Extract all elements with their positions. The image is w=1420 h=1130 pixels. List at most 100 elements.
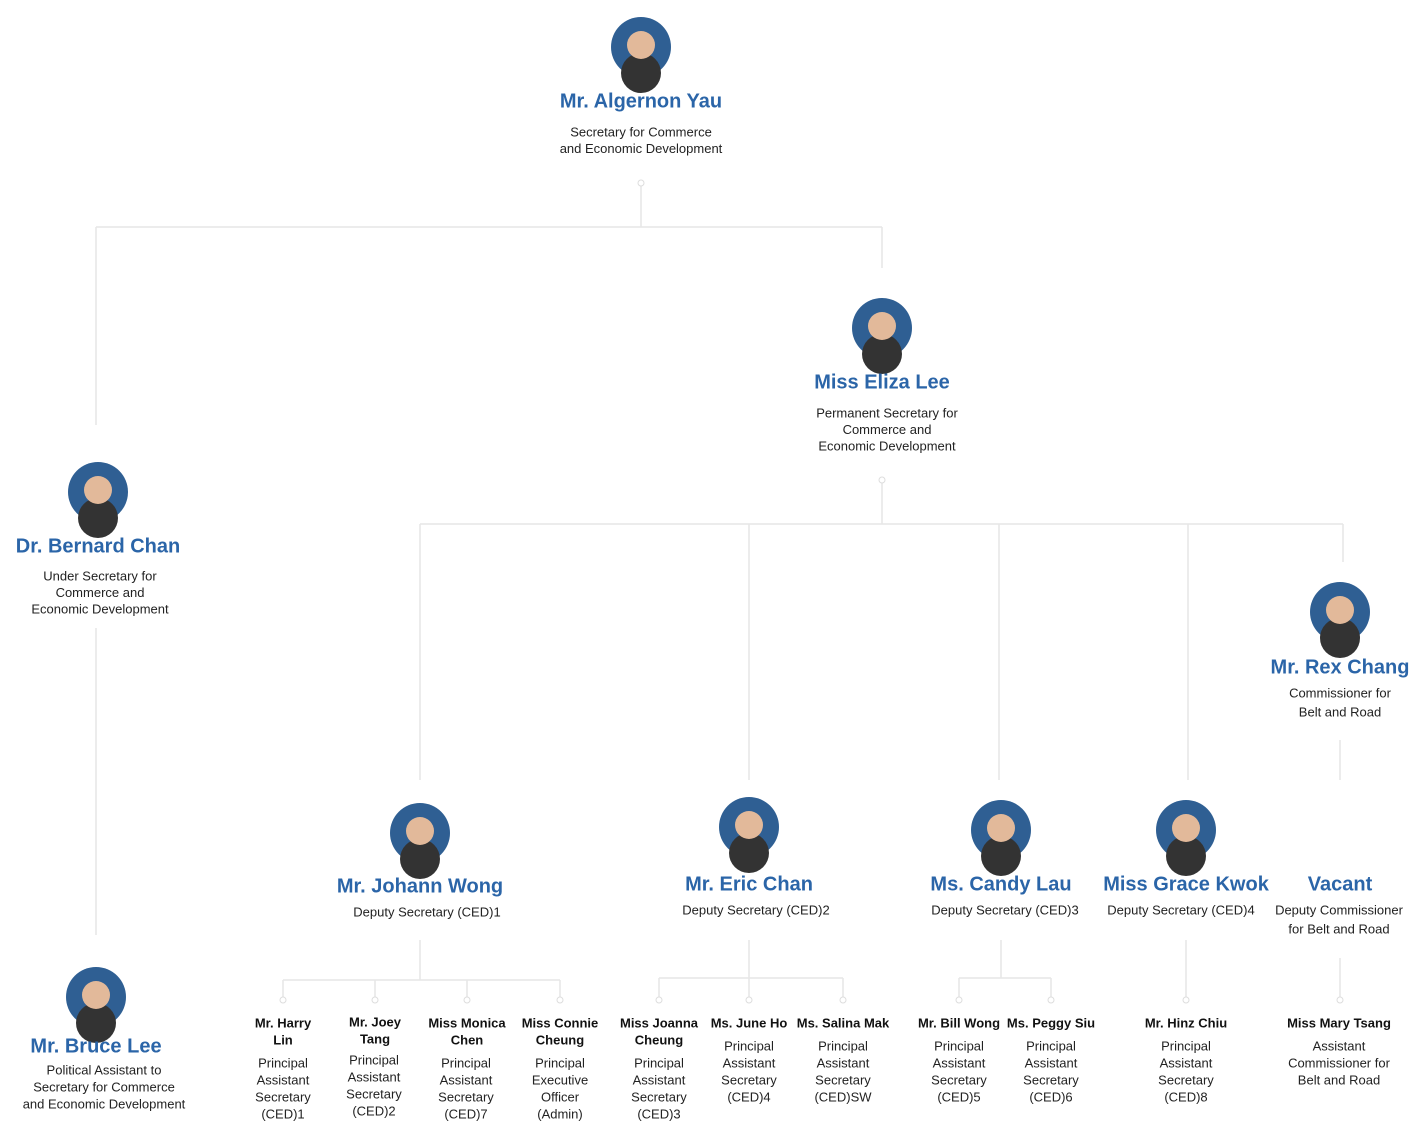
person-title: Secretary [1023, 1072, 1079, 1087]
person-title: Assistant [723, 1055, 776, 1070]
person-name: Miss Eliza Lee [814, 371, 950, 393]
person-title: Permanent Secretary for [816, 405, 958, 420]
person-title: (CED)3 [637, 1106, 680, 1121]
staff-name: Miss Connie [522, 1015, 599, 1030]
person-title: (CED)4 [727, 1089, 770, 1104]
photo-face [868, 312, 896, 340]
staff-name: Ms. Peggy Siu [1007, 1015, 1095, 1030]
photo-face [84, 476, 112, 504]
person-title: (Admin) [537, 1106, 583, 1121]
staff-name: Tang [360, 1031, 390, 1046]
person-title: Principal [349, 1052, 399, 1067]
person-title: Principal [818, 1038, 868, 1053]
person-title: Assistant [1025, 1055, 1078, 1070]
photo-body [1166, 836, 1206, 876]
person-title: Assistant [633, 1072, 686, 1087]
person-title: Assistant [440, 1072, 493, 1087]
staff-name: Miss Monica [428, 1015, 506, 1030]
person-title: (CED)7 [444, 1106, 487, 1121]
person-title: Commerce and [843, 422, 932, 437]
person-name: Mr. Eric Chan [685, 873, 813, 895]
photo-body [621, 53, 661, 93]
person-title: Principal [934, 1038, 984, 1053]
person-title: Deputy Commissioner [1275, 902, 1404, 917]
person-title: Secretary [1158, 1072, 1214, 1087]
person-title: Commerce and [56, 585, 145, 600]
person-title: for Belt and Road [1288, 921, 1389, 936]
photo-face [987, 814, 1015, 842]
person-name: Mr. Johann Wong [337, 875, 503, 897]
photo-body [1320, 618, 1360, 658]
person-title: Principal [724, 1038, 774, 1053]
person-name: Mr. Rex Chang [1271, 656, 1410, 678]
staff-name: Mr. Bill Wong [918, 1015, 1000, 1030]
person-title: Economic Development [818, 438, 956, 453]
person-title: Secretary [255, 1089, 311, 1104]
person-title: Assistant [257, 1072, 310, 1087]
person-name: Miss Grace Kwok [1103, 873, 1270, 895]
person-name: Vacant [1308, 873, 1373, 895]
person-title: Executive [532, 1072, 588, 1087]
person-title: Economic Development [31, 601, 169, 616]
person-title: Secretary [931, 1072, 987, 1087]
person-title: Commissioner for [1289, 685, 1392, 700]
person-title: Deputy Secretary (CED)4 [1107, 902, 1254, 917]
person-title: (CED)8 [1164, 1089, 1207, 1104]
photo-face [1326, 596, 1354, 624]
person-title: (CED)2 [352, 1103, 395, 1118]
person-title: Under Secretary for [43, 568, 157, 583]
person-title: Political Assistant to [47, 1062, 162, 1077]
person-title: (CED)6 [1029, 1089, 1072, 1104]
person-name: Mr. Algernon Yau [560, 90, 722, 112]
person-title: and Economic Development [560, 141, 723, 156]
photo-face [735, 811, 763, 839]
staff-name: Mr. Harry [255, 1015, 312, 1030]
person-title: Deputy Secretary (CED)2 [682, 902, 829, 917]
person-title: (CED)1 [261, 1106, 304, 1121]
person-title: Principal [634, 1055, 684, 1070]
staff-name: Ms. Salina Mak [797, 1015, 890, 1030]
person-title: Secretary [438, 1089, 494, 1104]
person-name: Dr. Bernard Chan [16, 535, 180, 557]
person-title: Assistant [348, 1069, 401, 1084]
person-title: Officer [541, 1089, 580, 1104]
photo-body [76, 1003, 116, 1043]
person-title: Principal [441, 1055, 491, 1070]
staff-name: Lin [273, 1032, 293, 1047]
person-title: Deputy Secretary (CED)3 [931, 902, 1078, 917]
person-title: Principal [258, 1055, 308, 1070]
person-name: Ms. Candy Lau [930, 873, 1071, 895]
photo-face [1172, 814, 1200, 842]
person-title: Assistant [817, 1055, 870, 1070]
person-title: Principal [535, 1055, 585, 1070]
connectors [95, 179, 1344, 1004]
person-title: Secretary [815, 1072, 871, 1087]
person-title: Assistant [933, 1055, 986, 1070]
person-title: (CED)5 [937, 1089, 980, 1104]
staff-name: Mr. Hinz Chiu [1145, 1015, 1227, 1030]
staff-name: Mr. Joey [349, 1014, 402, 1029]
person-title: Deputy Secretary (CED)1 [353, 904, 500, 919]
photo-body [981, 836, 1021, 876]
staff-name: Miss Mary Tsang [1287, 1015, 1391, 1030]
person-title: Principal [1161, 1038, 1211, 1053]
person-title: Belt and Road [1298, 1072, 1380, 1087]
staff-name: Ms. June Ho [711, 1015, 788, 1030]
person-title: Secretary [631, 1089, 687, 1104]
photo-body [400, 839, 440, 879]
person-title: Belt and Road [1299, 704, 1381, 719]
person-title: Commissioner for [1288, 1055, 1391, 1070]
person-name: Mr. Bruce Lee [30, 1035, 161, 1057]
staff-name: Cheung [536, 1032, 584, 1047]
photo-face [82, 981, 110, 1009]
staff-name: Miss Joanna [620, 1015, 699, 1030]
staff-name: Chen [451, 1032, 484, 1047]
person-title: Assistant [1313, 1038, 1366, 1053]
staff-name: Cheung [635, 1032, 683, 1047]
person-title: (CED)SW [814, 1089, 872, 1104]
person-title: and Economic Development [23, 1096, 186, 1111]
photo-face [627, 31, 655, 59]
person-title: Secretary [721, 1072, 777, 1087]
